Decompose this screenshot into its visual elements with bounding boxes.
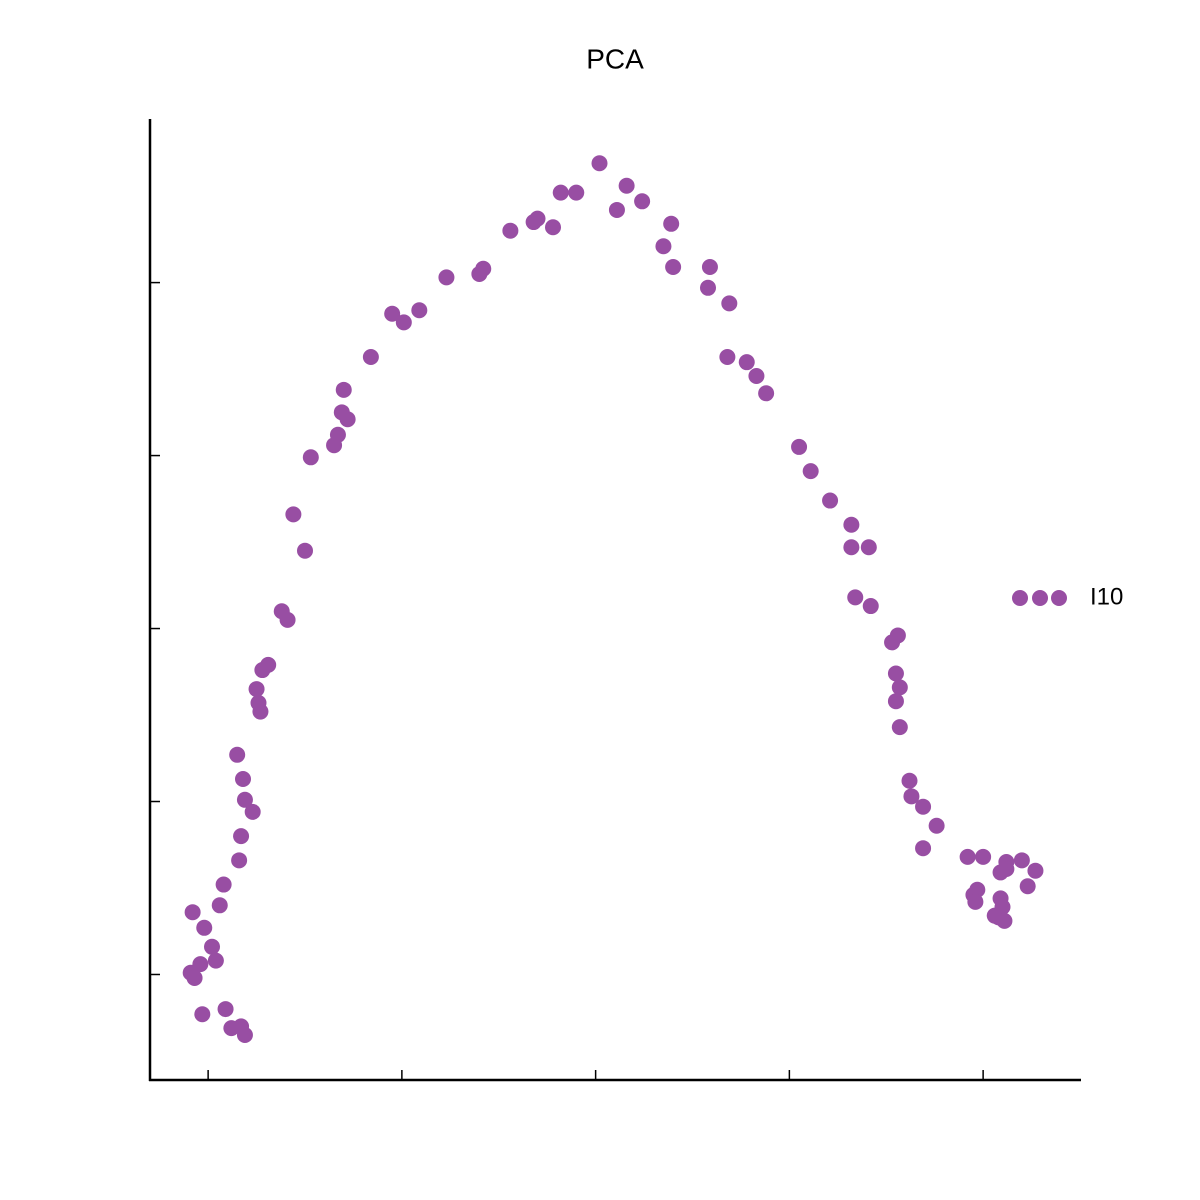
point	[663, 215, 680, 232]
point	[236, 791, 253, 808]
point	[959, 848, 976, 865]
point	[701, 259, 718, 276]
point	[184, 904, 201, 921]
point	[891, 719, 908, 736]
point	[339, 411, 356, 428]
point	[411, 302, 428, 319]
point	[802, 463, 819, 480]
point	[335, 381, 352, 398]
point	[843, 516, 860, 533]
point	[721, 295, 738, 312]
point	[279, 611, 296, 628]
point	[362, 348, 379, 365]
point	[738, 354, 755, 371]
point	[975, 848, 992, 865]
point	[967, 893, 984, 910]
point	[215, 876, 232, 893]
legend-marker	[1051, 590, 1067, 606]
point	[591, 155, 608, 172]
point	[889, 627, 906, 644]
point	[211, 897, 228, 914]
point	[545, 219, 561, 236]
legend-label: I10	[1090, 583, 1123, 610]
point	[915, 840, 932, 857]
point	[862, 598, 879, 615]
point	[248, 681, 265, 698]
point	[847, 589, 864, 606]
point	[608, 201, 625, 218]
point	[207, 952, 224, 969]
point	[655, 238, 672, 255]
point	[1027, 862, 1044, 879]
point	[475, 260, 492, 277]
point	[758, 385, 775, 402]
point	[719, 348, 736, 365]
point	[1013, 852, 1030, 869]
point	[235, 771, 251, 788]
point	[244, 803, 261, 820]
point	[384, 305, 401, 322]
point	[395, 314, 412, 331]
point	[302, 449, 319, 466]
legend-marker	[1012, 590, 1028, 606]
point	[843, 539, 860, 556]
point	[552, 184, 569, 201]
chart-title: PCA	[586, 43, 644, 74]
point	[260, 656, 277, 673]
point	[822, 492, 839, 509]
point	[996, 912, 1013, 929]
point	[887, 693, 904, 710]
point	[297, 542, 313, 559]
point	[233, 828, 250, 845]
point	[229, 746, 246, 763]
point	[901, 772, 918, 789]
point	[194, 1006, 211, 1023]
point	[891, 679, 908, 696]
point	[928, 817, 945, 834]
point	[250, 694, 267, 711]
point	[231, 852, 248, 869]
point	[887, 665, 904, 682]
point	[915, 798, 932, 815]
point	[186, 969, 203, 986]
point	[860, 539, 877, 556]
legend-marker	[1032, 590, 1048, 606]
point	[196, 919, 213, 936]
point	[618, 177, 635, 194]
point	[204, 938, 220, 955]
point	[700, 279, 716, 296]
point	[998, 860, 1015, 877]
point	[1019, 878, 1036, 895]
point	[969, 881, 986, 898]
point	[748, 368, 765, 384]
point	[285, 506, 302, 523]
point	[568, 184, 585, 201]
point	[903, 788, 920, 805]
point	[791, 438, 808, 455]
point	[236, 1027, 253, 1044]
point	[217, 1001, 234, 1018]
point	[329, 426, 346, 443]
point	[529, 210, 546, 227]
point	[665, 259, 682, 276]
point	[502, 222, 519, 239]
point	[634, 193, 651, 210]
point	[438, 269, 455, 286]
